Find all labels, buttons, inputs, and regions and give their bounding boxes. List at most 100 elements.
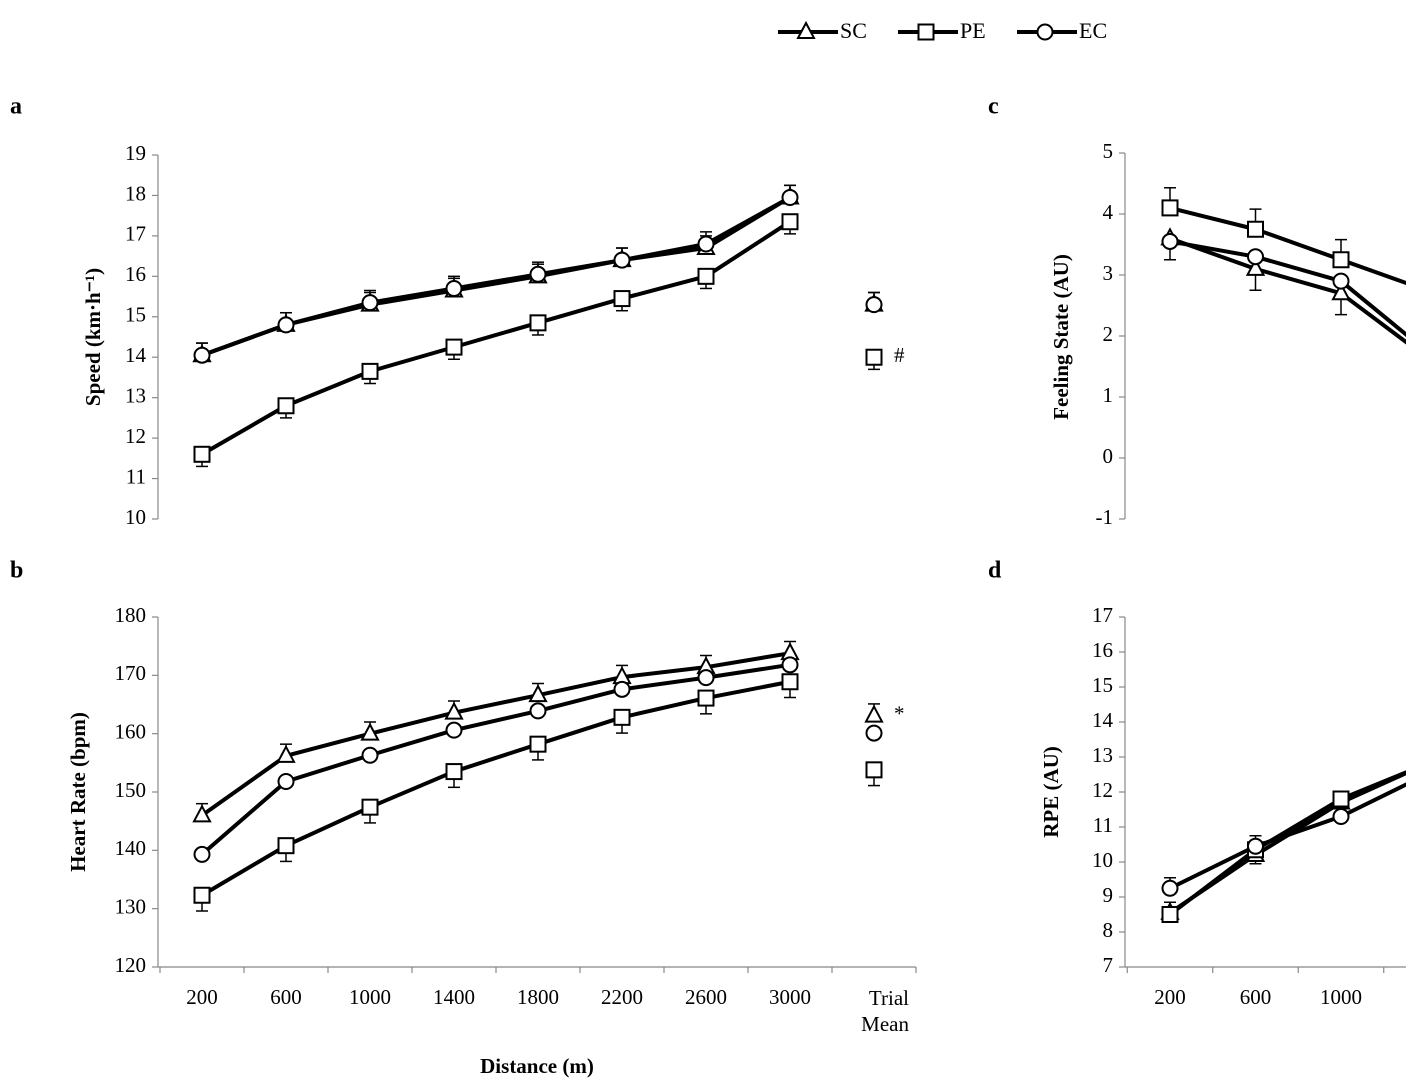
point xyxy=(529,314,547,332)
point xyxy=(697,669,715,687)
point xyxy=(613,290,631,308)
point xyxy=(697,267,715,285)
point xyxy=(1245,257,1266,276)
y-tick-label: 8 xyxy=(1103,918,1114,942)
point xyxy=(613,251,631,269)
y-tick-label: 120 xyxy=(115,953,147,977)
point xyxy=(781,656,799,674)
legend-label: EC xyxy=(1079,18,1107,43)
panel-label: c xyxy=(988,94,999,120)
panel-label: b xyxy=(10,558,23,584)
y-axis-title: Feeling State (AU) xyxy=(1049,254,1073,420)
point xyxy=(613,680,631,698)
y-tick-label: 160 xyxy=(115,719,147,743)
point xyxy=(277,773,295,790)
x-tick-label: 1000 xyxy=(1320,985,1362,1009)
point xyxy=(1161,199,1179,217)
y-tick-label: 12 xyxy=(1092,778,1113,802)
legend-label: SC xyxy=(840,18,867,43)
y-tick-label: 15 xyxy=(1092,673,1113,697)
point xyxy=(193,346,211,364)
point xyxy=(697,689,715,707)
point xyxy=(697,235,715,253)
legend-marker xyxy=(1036,23,1054,41)
point xyxy=(361,362,379,380)
y-tick-label: 1 xyxy=(1103,383,1114,407)
y-axis-title: RPE (AU) xyxy=(1039,746,1063,838)
point xyxy=(445,721,463,739)
x-tick-label: 3000 xyxy=(769,985,811,1009)
y-axis-title: Heart Rate (bpm) xyxy=(66,712,90,872)
y-tick-label: 12 xyxy=(125,424,146,448)
y-tick-label: 18 xyxy=(125,181,146,205)
y-tick-label: 140 xyxy=(115,836,147,860)
x-tick-label: 600 xyxy=(270,985,302,1009)
point xyxy=(444,701,464,720)
y-tick-label: 180 xyxy=(115,603,147,627)
point xyxy=(277,837,295,855)
point xyxy=(360,722,380,741)
series-line xyxy=(1169,239,1406,338)
y-tick-label: 170 xyxy=(115,661,147,685)
y-tick-label: 15 xyxy=(125,303,146,327)
y-tick-label: 16 xyxy=(125,262,146,286)
trial-mean-point xyxy=(864,704,884,723)
point xyxy=(613,708,631,726)
point xyxy=(1247,220,1264,238)
point xyxy=(1247,248,1264,266)
y-tick-label: 16 xyxy=(1092,638,1113,662)
point xyxy=(193,445,211,463)
y-tick-label: 14 xyxy=(1092,708,1114,732)
y-tick-label: 11 xyxy=(1093,813,1113,837)
y-tick-label: 7 xyxy=(1103,953,1114,977)
point xyxy=(1332,808,1350,825)
point xyxy=(445,279,463,297)
y-tick-label: 13 xyxy=(1092,743,1113,767)
y-axis-title: Speed (km·h⁻¹) xyxy=(81,268,105,406)
point xyxy=(192,804,212,823)
y-tick-label: 150 xyxy=(115,778,147,802)
y-tick-label: 10 xyxy=(1092,848,1113,872)
y-tick-label: 19 xyxy=(125,141,146,165)
x-tick-label: 2200 xyxy=(601,985,643,1009)
trial-mean-point xyxy=(865,724,883,742)
panel-label: a xyxy=(10,94,22,120)
y-tick-label: 11 xyxy=(126,464,146,488)
y-tick-label: 130 xyxy=(115,894,147,918)
y-tick-label: 13 xyxy=(125,383,146,407)
y-tick-label: -1 xyxy=(1096,505,1114,529)
x-tick-label-box: Trial Mean xyxy=(861,986,909,1036)
point xyxy=(445,763,463,781)
annotation: # xyxy=(894,343,905,367)
panel-label: d xyxy=(988,558,1002,584)
y-tick-label: 2 xyxy=(1103,322,1114,346)
legend-label: PE xyxy=(960,18,986,43)
point xyxy=(445,338,463,356)
y-tick-label: 10 xyxy=(125,505,146,529)
point xyxy=(1332,790,1350,808)
x-tick-label: 200 xyxy=(186,985,218,1009)
point xyxy=(277,397,295,415)
point xyxy=(361,746,379,764)
y-tick-label: 17 xyxy=(125,222,146,246)
x-tick-label: 200 xyxy=(1154,985,1186,1009)
trial-mean-point xyxy=(865,761,883,779)
legend-marker xyxy=(796,20,816,39)
series-line xyxy=(200,220,792,457)
series-line xyxy=(1168,770,1406,917)
point xyxy=(193,845,211,863)
series-line xyxy=(201,195,791,358)
y-tick-label: 14 xyxy=(125,343,147,367)
point xyxy=(193,886,211,904)
series-line xyxy=(200,662,791,856)
series-line xyxy=(200,651,791,817)
y-tick-label: 3 xyxy=(1103,261,1114,285)
point xyxy=(1331,282,1351,301)
point xyxy=(528,684,548,703)
point xyxy=(361,798,379,816)
series-line xyxy=(200,679,791,897)
annotation: * xyxy=(894,701,905,725)
x-tick-label: 600 xyxy=(1240,985,1272,1009)
point xyxy=(276,744,296,763)
